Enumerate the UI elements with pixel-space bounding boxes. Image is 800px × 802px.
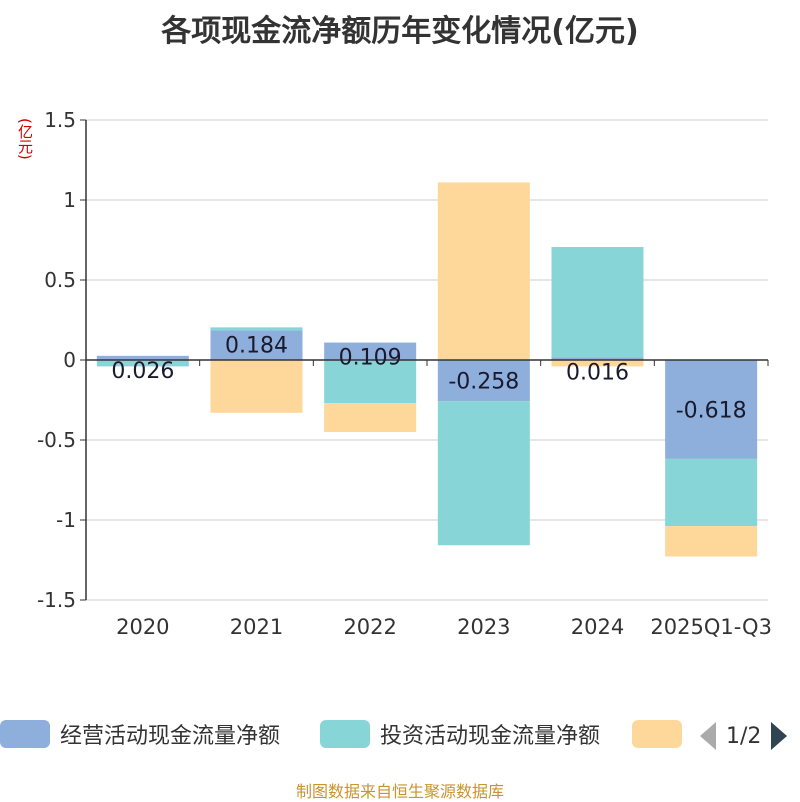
x-tick-label: 2022: [343, 615, 396, 639]
data-source-note: 制图数据来自恒生聚源数据库: [295, 782, 504, 801]
bar-investing: [96, 360, 189, 367]
y-tick-label: 1: [63, 188, 76, 212]
data-label: 0.026: [111, 359, 174, 384]
y-tick-label: 1.5: [44, 108, 76, 132]
legend-item-financing[interactable]: [632, 716, 692, 752]
bar-operating: [96, 355, 189, 360]
bar-chart: 1.5 1 0.5 0 -0.5 -1 -1.5 2020 2021 2022 2023 2024 20…: [37, 108, 772, 639]
legend-pager: 1/2: [700, 720, 800, 752]
bar-operating: [437, 360, 530, 402]
bar-investing: [665, 458, 758, 527]
x-tick-label: 2021: [230, 615, 283, 639]
legend-swatch-operating: [0, 720, 50, 748]
legend-item-operating[interactable]: 经营活动现金流量净额: [0, 716, 280, 752]
legend-page-indicator: 1/2: [726, 723, 762, 749]
x-tick-label: 2020: [116, 615, 169, 639]
y-tick-label: 0.5: [44, 268, 76, 292]
legend-next-page-icon[interactable]: [771, 722, 788, 750]
legend-label-operating: 经营活动现金流量净额: [60, 724, 281, 749]
legend-item-investing[interactable]: 投资活动现金流量净额: [320, 716, 600, 752]
data-label: -0.618: [676, 398, 747, 423]
chart-title: 各项现金流净额历年变化情况(亿元): [161, 14, 639, 49]
bar-investing: [324, 360, 417, 404]
y-tick-label: -0.5: [37, 428, 76, 452]
bar-operating: [551, 357, 644, 360]
legend-swatch-financing: [632, 720, 682, 748]
legend: 经营活动现金流量净额 投资活动现金流量净额 1/2: [0, 716, 800, 756]
x-tick-label: 2025Q1-Q3: [650, 615, 772, 639]
bar-investing: [437, 401, 530, 546]
data-label: 0.184: [225, 334, 288, 359]
bar-financing: [324, 403, 417, 432]
bar-investing: [551, 247, 644, 358]
bar-financing: [437, 182, 530, 360]
data-label: 0.109: [339, 346, 402, 371]
legend-prev-page-icon[interactable]: [700, 722, 716, 750]
x-tick-label: 2024: [571, 615, 624, 639]
bar-financing: [210, 360, 303, 413]
y-tick-label: -1: [56, 508, 76, 532]
bar-financing: [665, 526, 758, 557]
bar-investing: [210, 327, 303, 331]
y-tick-label: -1.5: [37, 588, 76, 612]
bar-operating: [324, 342, 417, 360]
x-tick-label: 2023: [457, 615, 510, 639]
bar-operating: [665, 360, 758, 459]
bar-operating: [210, 330, 303, 360]
data-label: 0.016: [566, 360, 629, 385]
legend-label-investing: 投资活动现金流量净额: [380, 724, 601, 749]
y-tick-label: 0: [63, 348, 76, 372]
bar-financing: [551, 360, 644, 367]
y-axis-unit-label: (亿元): [16, 118, 34, 160]
legend-swatch-investing: [320, 720, 370, 748]
data-label: -0.258: [448, 370, 519, 395]
